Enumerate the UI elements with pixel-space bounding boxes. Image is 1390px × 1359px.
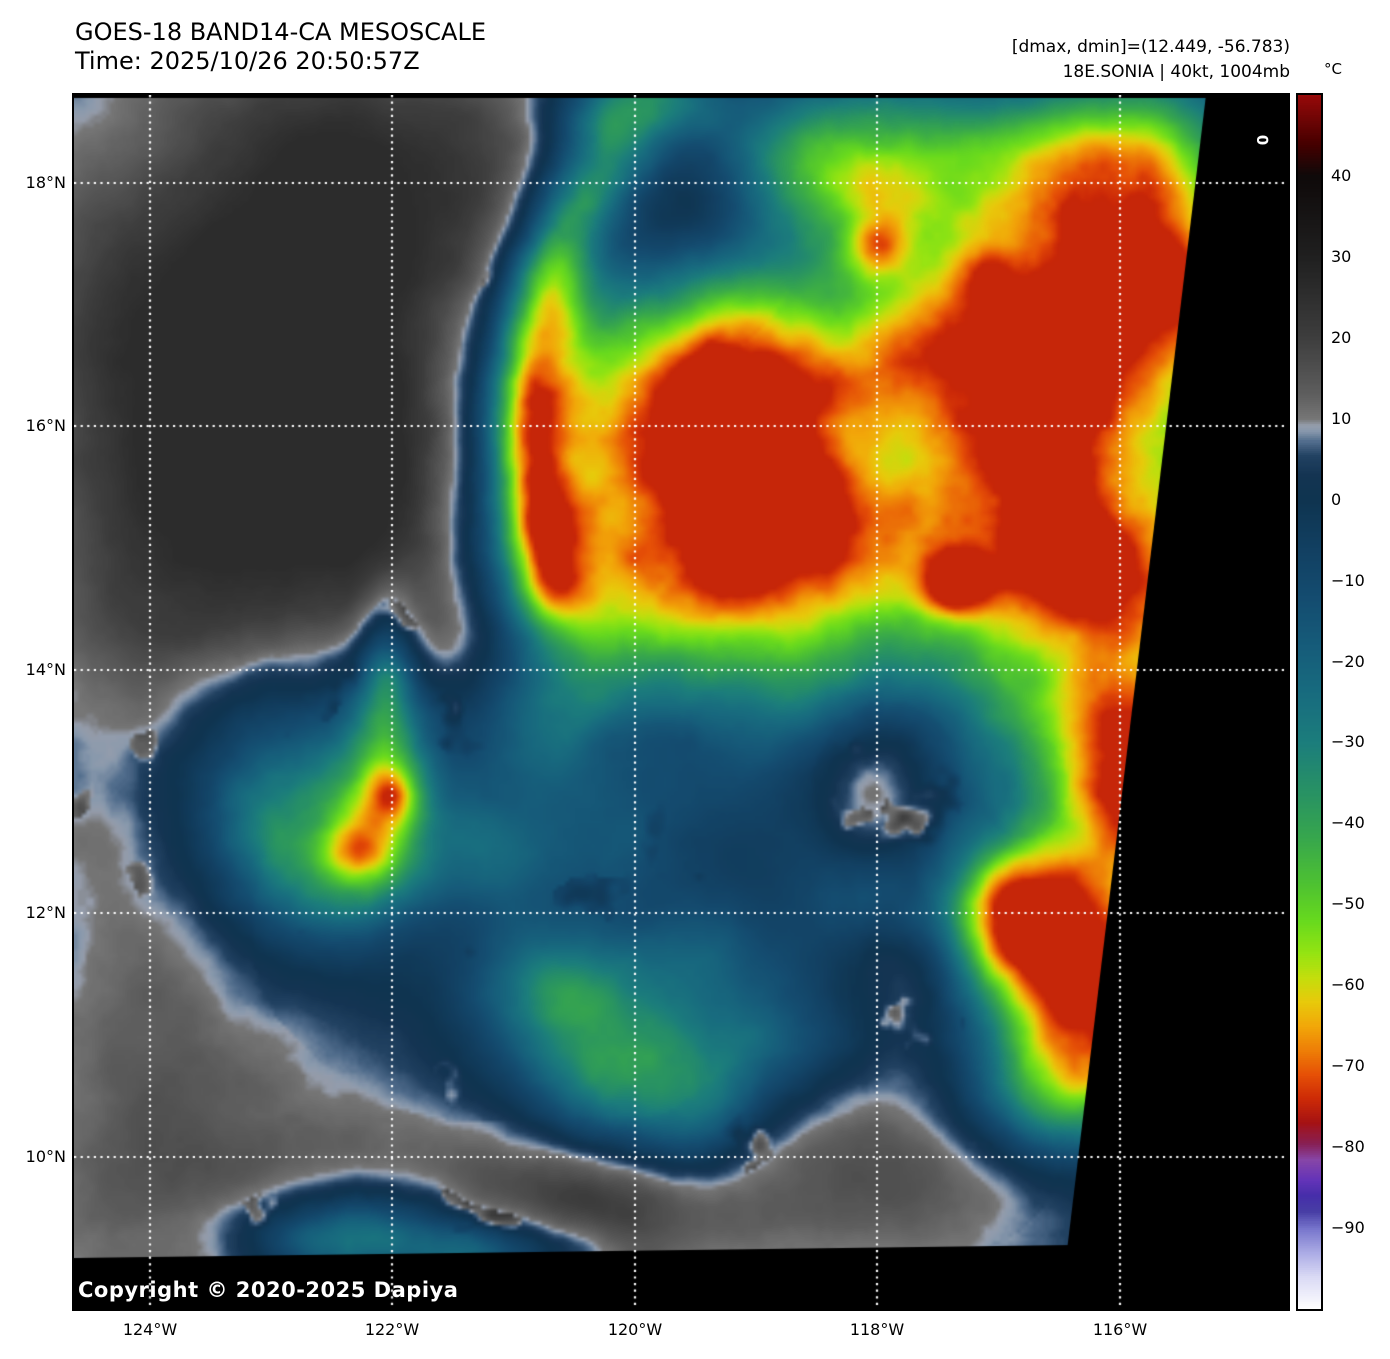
colorbar-tick-label: −90 <box>1331 1218 1365 1238</box>
x-tick-label: 124°W <box>122 1320 178 1339</box>
x-tick-label: 118°W <box>849 1320 905 1339</box>
y-tick-label: 18°N <box>25 173 66 192</box>
colorbar-tick-label: −70 <box>1331 1056 1365 1076</box>
annotation-block: [dmax, dmin]=(12.449, -56.783) 18E.SONIA… <box>1012 35 1290 85</box>
timestamp-subtitle: Time: 2025/10/26 20:50:57Z <box>75 47 420 75</box>
storm-info-annotation: 18E.SONIA | 40kt, 1004mb <box>1062 62 1290 82</box>
y-tick-label: 12°N <box>25 903 66 922</box>
colorbar-tick-label: −80 <box>1331 1137 1365 1157</box>
contour-zero-label: 0 <box>1253 134 1272 146</box>
x-tick-label: 116°W <box>1092 1320 1148 1339</box>
y-tick-label: 14°N <box>25 660 66 679</box>
colorbar-tick-label: 40 <box>1331 165 1352 185</box>
page-title: GOES-18 BAND14-CA MESOSCALE <box>75 18 486 46</box>
colorbar-tick-label: −20 <box>1331 651 1365 671</box>
y-tick-label: 10°N <box>25 1147 66 1166</box>
x-tick-label: 122°W <box>364 1320 420 1339</box>
y-tick-label: 16°N <box>25 416 66 435</box>
title-block: GOES-18 BAND14-CA MESOSCALE Time: 2025/1… <box>75 18 486 76</box>
colorbar-tick-label: 20 <box>1331 327 1352 347</box>
colorbar-unit-label: °C <box>1324 60 1342 78</box>
x-tick-label: 120°W <box>607 1320 663 1339</box>
colorbar-tick-label: −30 <box>1331 732 1365 752</box>
satellite-image-canvas <box>74 95 1288 1309</box>
copyright-watermark: Copyright © 2020-2025 Dapiya <box>78 1278 459 1302</box>
colorbar-tick-label: −10 <box>1331 570 1365 590</box>
colorbar-tick-label: −40 <box>1331 813 1365 833</box>
satellite-map: 0 Copyright © 2020-2025 Dapiya <box>72 93 1290 1311</box>
colorbar-tick-label: −60 <box>1331 975 1365 995</box>
colorbar-tick-label: 30 <box>1331 246 1352 266</box>
dmax-dmin-annotation: [dmax, dmin]=(12.449, -56.783) <box>1011 37 1290 57</box>
colorbar-tick-label: 0 <box>1331 489 1342 509</box>
colorbar-canvas <box>1298 95 1321 1309</box>
colorbar-tick-label: 10 <box>1331 408 1352 428</box>
colorbar-tick-label: −50 <box>1331 894 1365 914</box>
colorbar <box>1296 93 1323 1311</box>
